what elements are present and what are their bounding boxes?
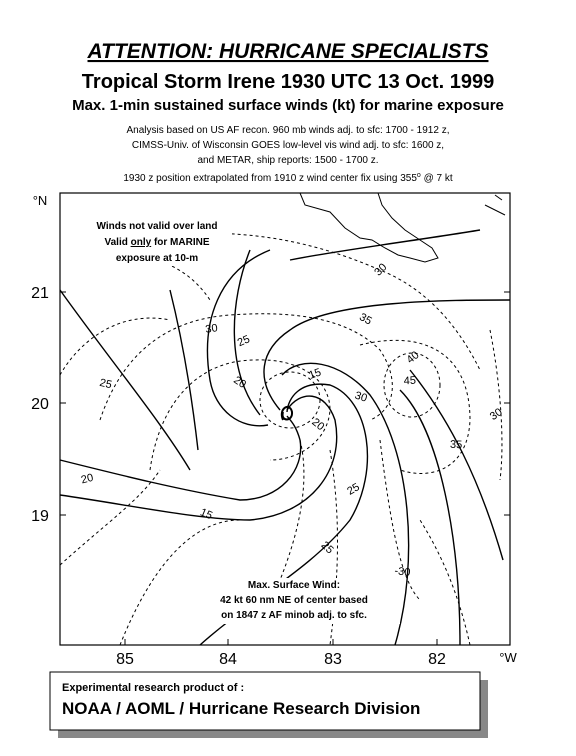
subtitle: Max. 1-min sustained surface winds (kt) … [72,97,504,114]
contour-label: 30 [205,322,219,336]
contour-labels: 30 30 35 25 25 40 45 20 15 30 30 35 20 20 15 25 -30 25 [80,261,505,579]
map-frame [59,192,511,646]
contour-label: 30 [372,261,389,278]
contour-label: 25 [319,539,336,556]
note: CIMSS-Univ. of Wisconsin GOES low-level … [132,140,444,151]
lat-label: 19 [31,508,49,525]
lat-unit: °N [33,193,48,208]
contour-label: 35 [450,439,463,451]
footer-box [49,671,481,731]
note-bg [200,578,400,624]
ticks [60,291,510,645]
contour-label: 25 [98,377,113,391]
coastline [484,194,506,216]
lon-label: 85 [116,651,134,668]
max-wind: 42 kt 60 nm NE of center based [220,595,368,606]
lon-label: 82 [428,651,446,668]
lat-label: 20 [31,396,49,413]
storm-center [280,405,294,421]
lon-unit: °W [499,650,517,665]
subtitle: Tropical Storm Irene 1930 UTC 13 Oct. 19… [82,71,494,93]
contour-label: 30 [488,406,505,423]
coastline [299,192,439,263]
contour-label: 25 [345,481,362,498]
contour-label: 20 [231,374,248,391]
contour-label: -30 [394,565,411,579]
footer-text: Experimental research product of : [62,682,244,694]
lon-label: 83 [324,651,342,668]
contour-label: 30 [353,390,368,405]
contour-label: 45 [403,375,416,388]
note: 1930 z position extrapolated from 1910 z… [123,172,452,184]
land-note: Winds not valid over land [96,221,217,232]
max-wind: on 1847 z AF minob adj. to sfc. [221,610,367,621]
contour-label: 15 [307,366,322,381]
lat-label: 21 [31,285,49,302]
note: Analysis based on US AF recon. 960 mb wi… [127,125,450,136]
isotachs [59,232,503,646]
note-bg [82,218,232,266]
contour-label: 15 [198,506,214,522]
contour-label: 20 [309,416,326,433]
title: ATTENTION: HURRICANE SPECIALISTS [87,40,489,63]
footer-text: NOAA / AOML / Hurricane Research Divisio… [62,699,420,718]
contour-label: 25 [236,333,252,349]
lon-label: 84 [219,651,237,668]
contour-label: 20 [80,472,95,487]
max-wind: Max. Surface Wind: [248,580,340,591]
note: and METAR, ship reports: 1500 - 1700 z. [197,155,378,166]
contour-label: 40 [405,349,422,366]
land-note: exposure at 10-m [116,253,198,264]
contour-label: 35 [357,311,374,327]
streamlines [59,229,511,646]
land-note: Valid only for MARINE [104,237,209,248]
